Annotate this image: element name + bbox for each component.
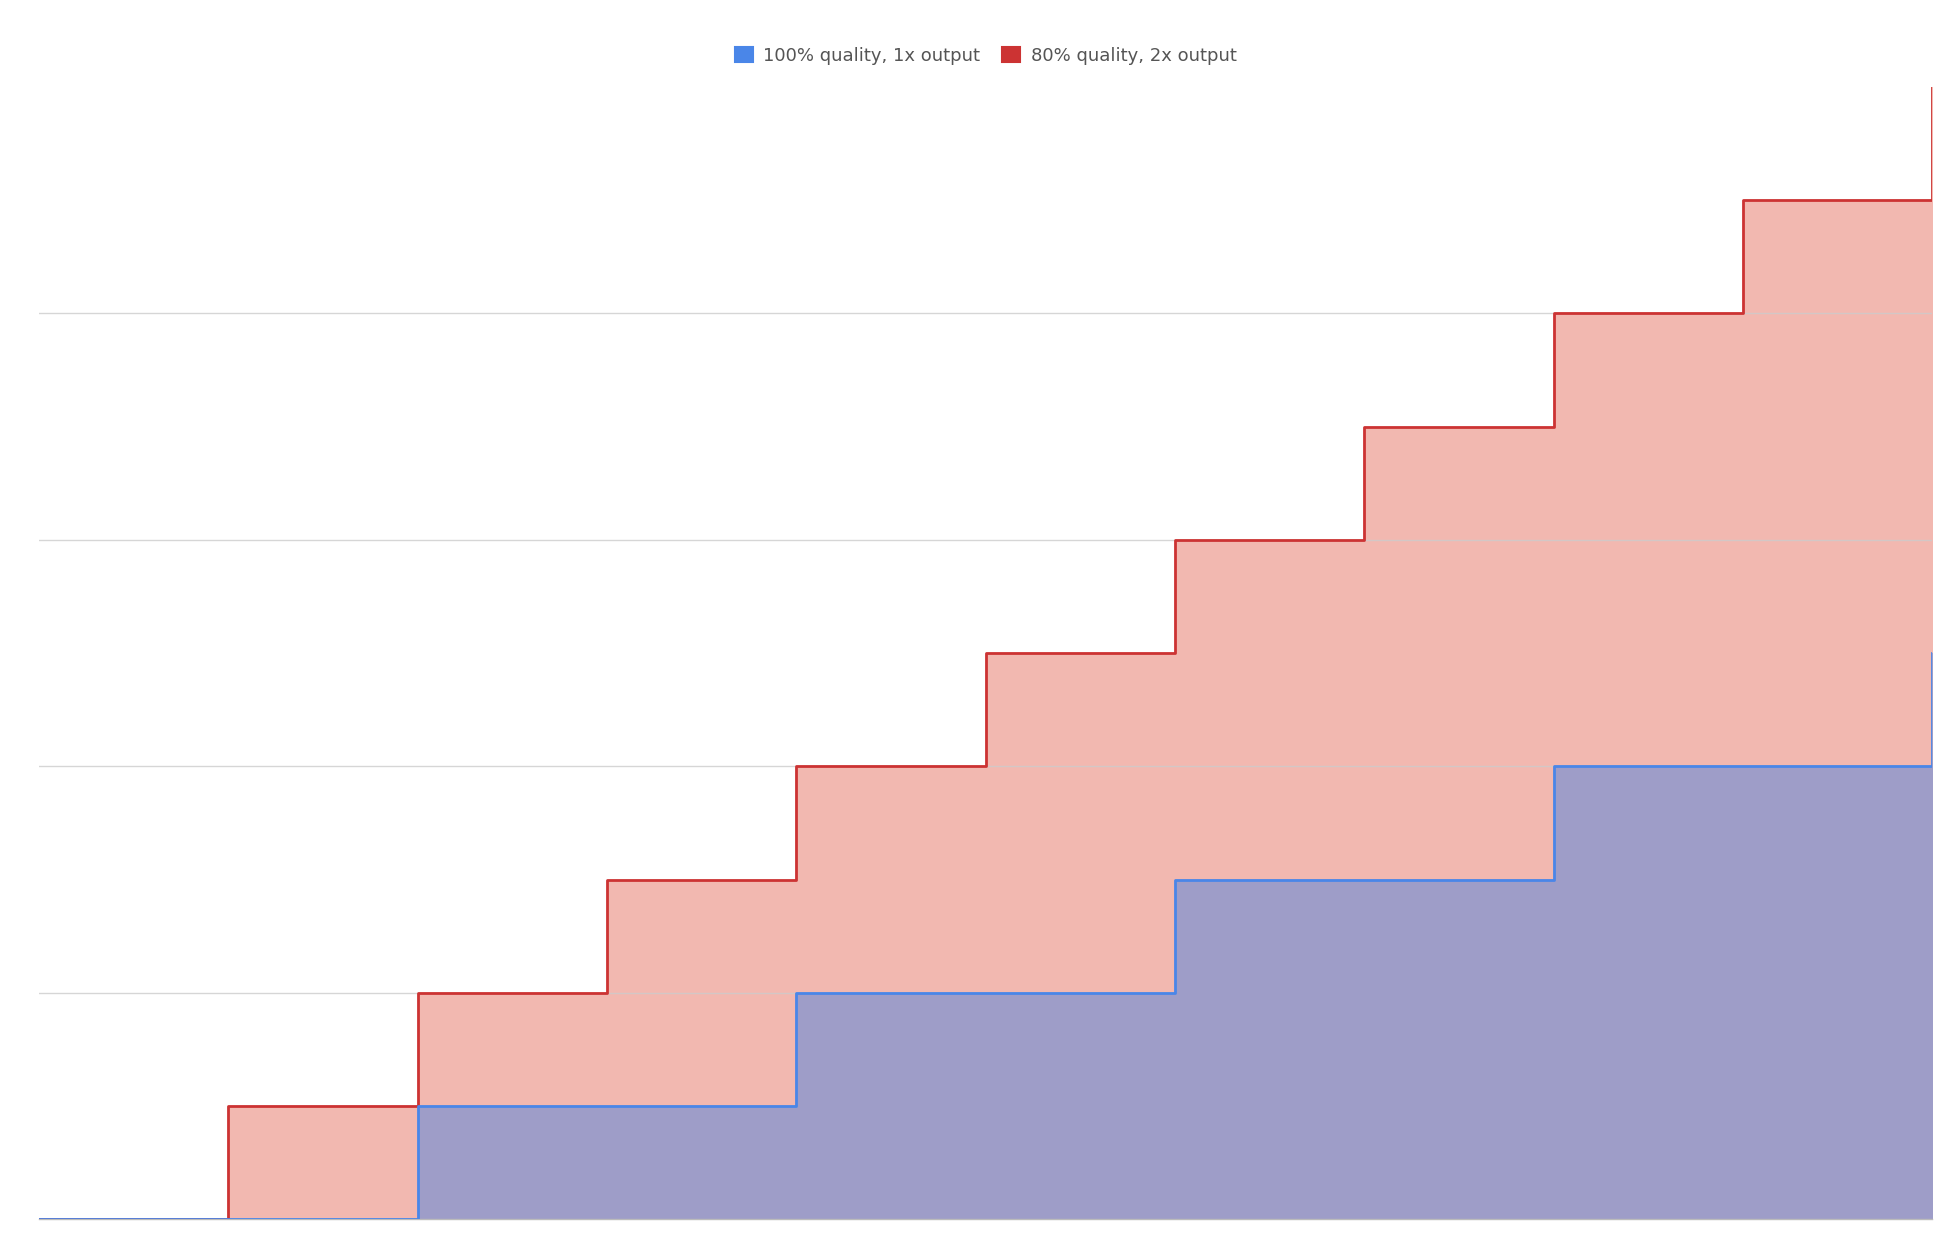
Legend: 100% quality, 1x output, 80% quality, 2x output: 100% quality, 1x output, 80% quality, 2x… — [728, 40, 1243, 72]
